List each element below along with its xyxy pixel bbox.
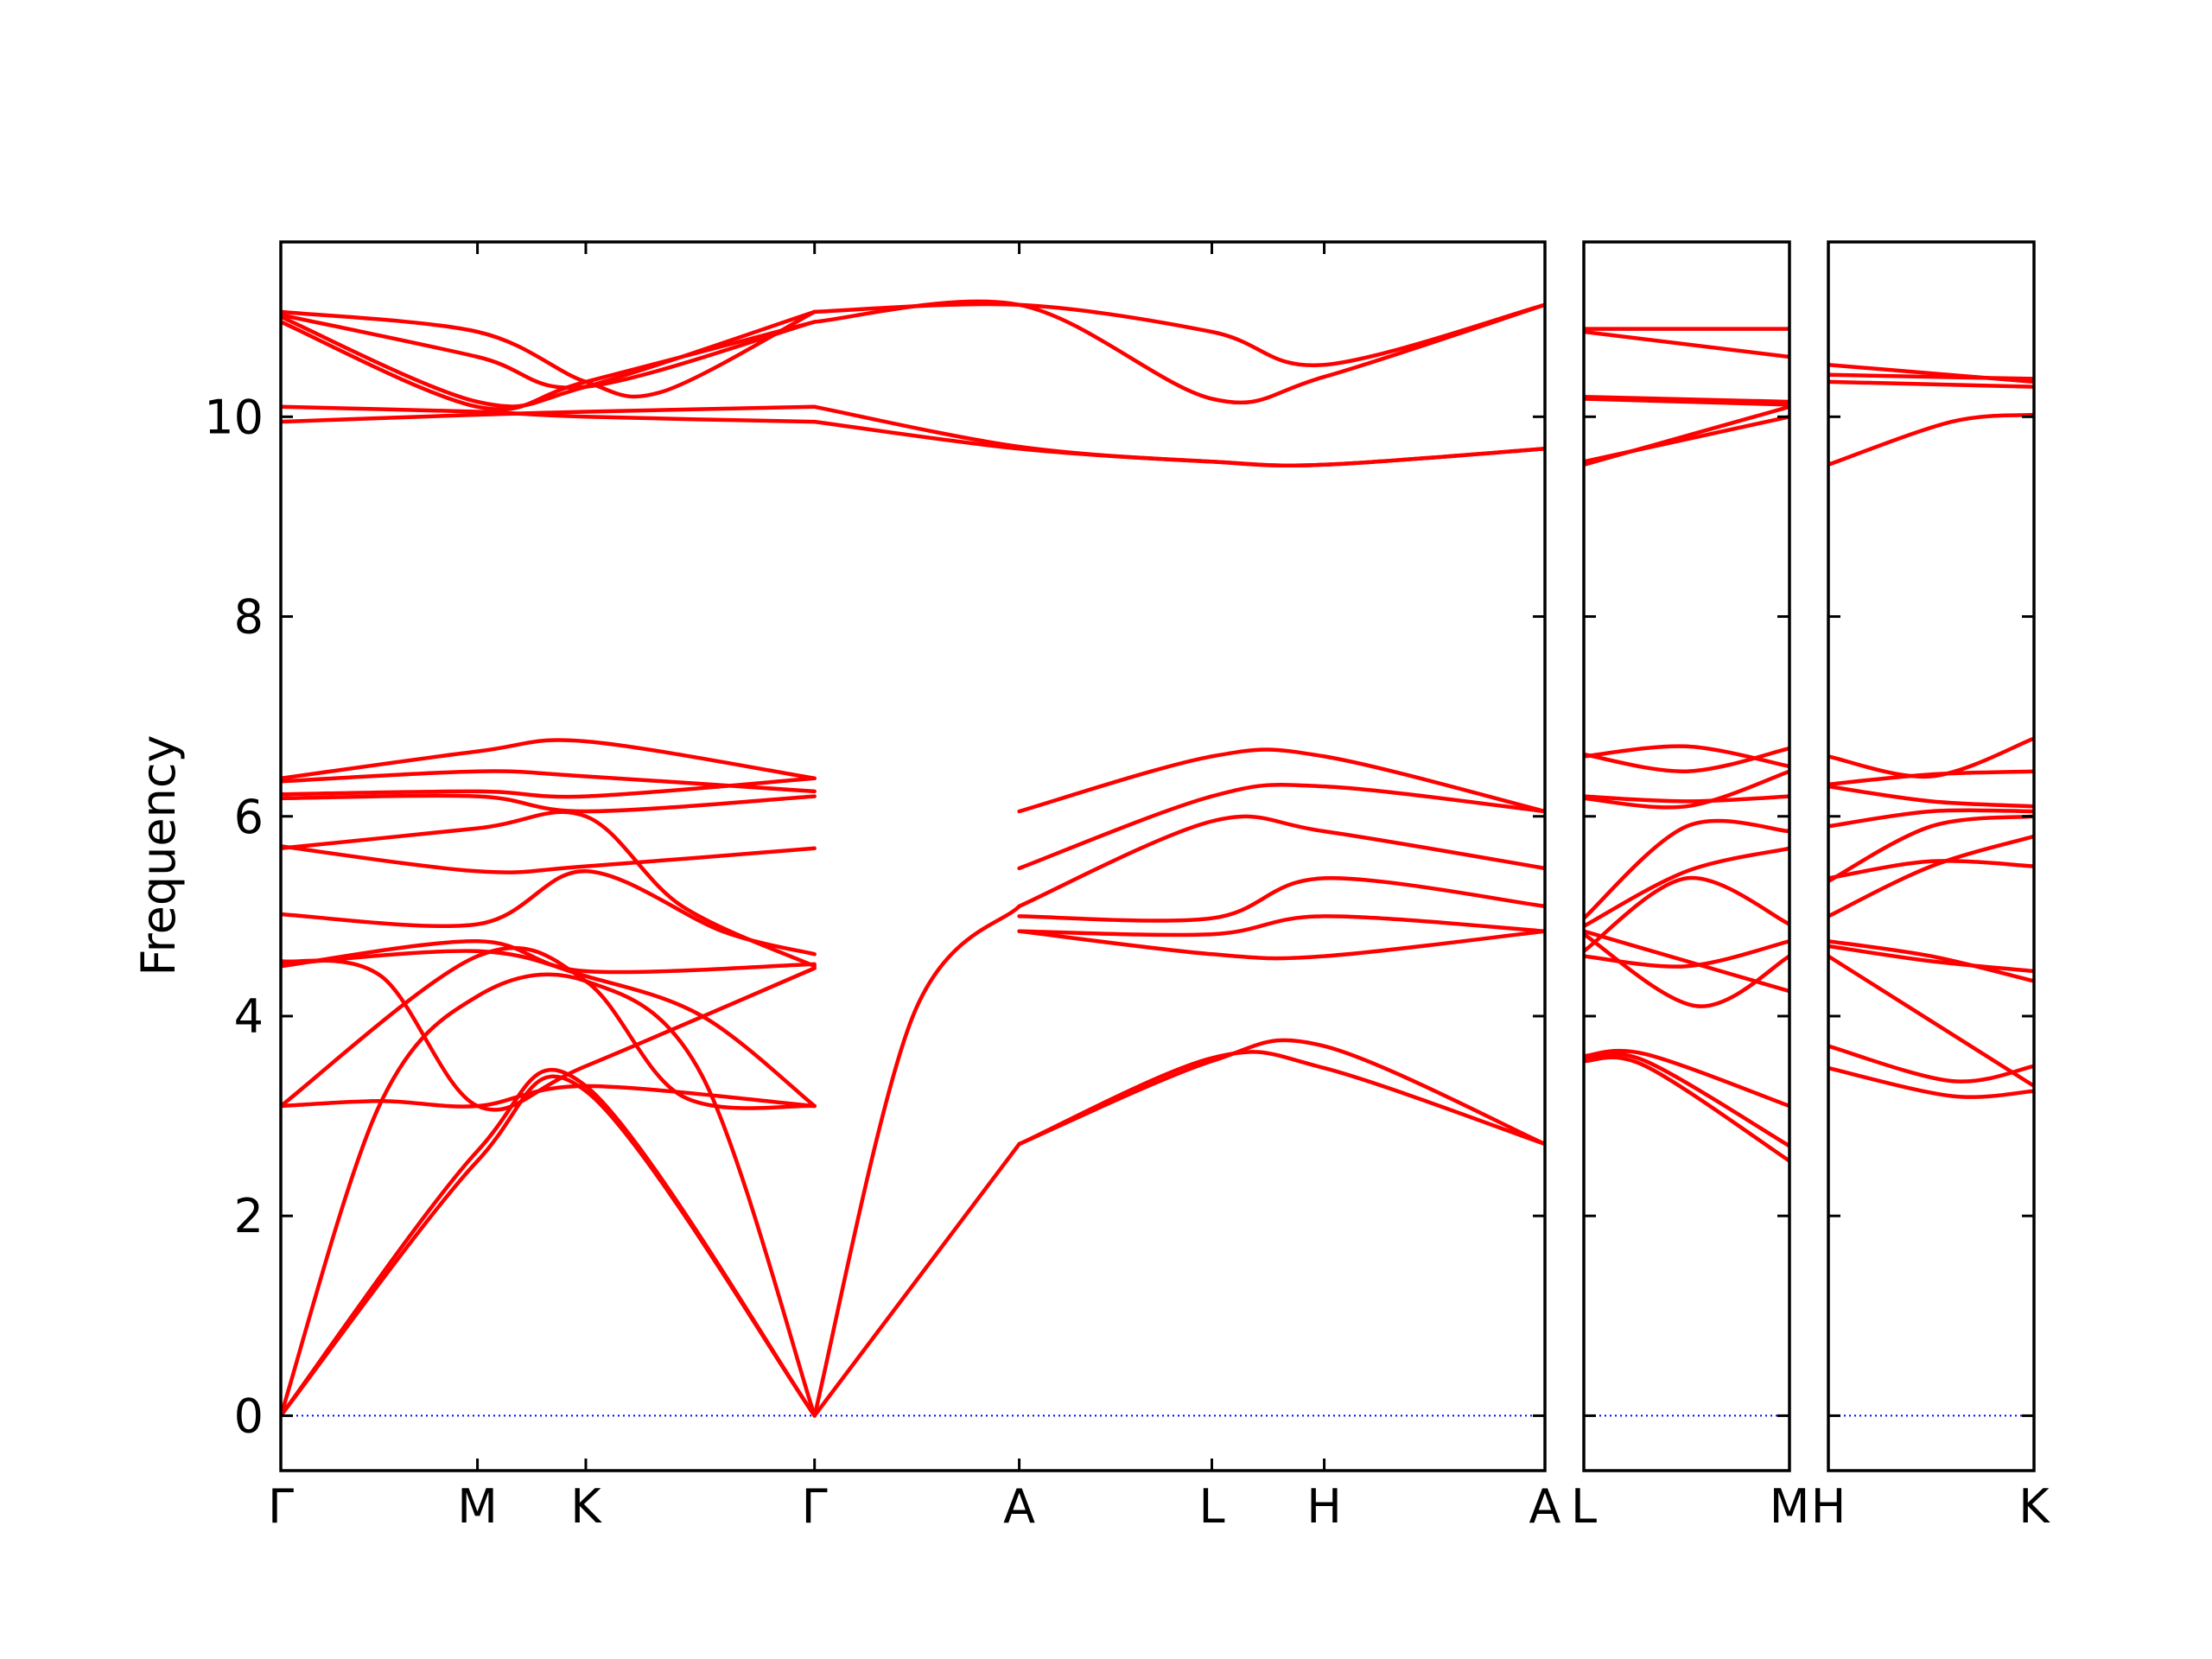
band-line-33: [812, 404, 1545, 468]
band-line-3: [281, 972, 817, 1418]
band-line-21: [281, 320, 817, 411]
band-line-27: [1017, 914, 1545, 938]
band-line-12: [281, 810, 817, 969]
y-tick-label: 4: [234, 989, 264, 1044]
x-tick-label: Γ: [802, 1479, 828, 1534]
y-tick-label: 8: [234, 590, 264, 645]
panel-frame: [1582, 240, 1791, 1472]
y-tick-label: 6: [234, 790, 264, 844]
band-line-12: [1584, 746, 1789, 773]
band-line-2: [1584, 1052, 1789, 1148]
band-line-11: [281, 869, 817, 957]
band-line-17: [281, 738, 817, 781]
band-line-12: [1828, 736, 2034, 779]
band-line-13: [1828, 412, 2034, 467]
band-line-4: [1584, 931, 1789, 1008]
band-line-3: [1828, 954, 2034, 1089]
band-line-13: [281, 844, 817, 874]
band-line-11: [1584, 769, 1789, 810]
band-line-9: [281, 949, 817, 1109]
band-line-7: [1828, 859, 2034, 880]
band-line-9: [1584, 846, 1789, 929]
band-line-24: [1017, 1038, 1545, 1147]
band-line-34: [812, 302, 1545, 368]
x-tick-label: H: [1811, 1479, 1847, 1534]
band-line-7: [1584, 875, 1789, 954]
band-line-5: [812, 904, 1021, 1418]
band-line-26: [1017, 929, 1545, 961]
panel-frame: [279, 240, 1547, 1472]
band-line-8: [1584, 818, 1789, 920]
x-tick-label: M: [1770, 1479, 1810, 1534]
band-line-18: [1584, 329, 1789, 359]
band-line-13: [1584, 744, 1789, 769]
x-tick-label: M: [457, 1479, 498, 1534]
band-line-8: [281, 939, 817, 975]
x-tick-label: L: [1571, 1479, 1597, 1534]
x-tick-label: L: [1198, 1479, 1224, 1534]
band-line-8: [1828, 814, 2034, 884]
band-line-16: [1584, 397, 1789, 407]
band-line-6: [1584, 939, 1789, 969]
x-tick-label: Γ: [268, 1479, 294, 1534]
band-line-30: [1017, 783, 1545, 871]
band-line-11: [1828, 769, 2034, 787]
band-line-19: [281, 404, 817, 424]
band-line-6: [1828, 834, 2034, 918]
band-line-23: [281, 313, 817, 390]
panel-frame: [1827, 240, 2036, 1472]
band-line-28: [1017, 876, 1545, 923]
x-tick-label: K: [2018, 1479, 2050, 1534]
y-axis-label: Frequency: [131, 735, 186, 976]
band-line-7: [281, 1084, 817, 1109]
band-line-4: [1828, 939, 2034, 983]
band-line-31: [1017, 747, 1545, 814]
x-tick-label: H: [1306, 1479, 1342, 1534]
band-lines: [281, 299, 1545, 1418]
band-line-3: [1584, 1048, 1789, 1109]
band-lines: [1584, 327, 1789, 1163]
band-line-1: [1828, 1065, 2034, 1099]
band-line-10: [281, 958, 817, 1112]
band-line-14: [1828, 379, 2034, 389]
band-line-35: [812, 299, 1545, 405]
band-line-17: [1584, 394, 1789, 404]
band-line-16: [281, 769, 817, 794]
band-line-29: [1017, 814, 1545, 909]
x-tick-label: K: [570, 1479, 602, 1534]
band-line-4: [812, 1141, 1021, 1418]
band-lines: [1828, 362, 2034, 1099]
band-line-5: [1584, 929, 1789, 994]
band-line-1: [281, 1074, 817, 1418]
band-line-2: [281, 1067, 817, 1418]
band-line-16: [1828, 362, 2034, 385]
band-line-15: [1584, 404, 1789, 467]
band-line-25: [1017, 1050, 1545, 1147]
band-line-10: [1828, 784, 2034, 809]
y-tick-label: 2: [234, 1189, 264, 1243]
band-line-9: [1828, 808, 2034, 829]
band-line-1: [1584, 1055, 1789, 1163]
x-tick-label: A: [1003, 1479, 1035, 1534]
x-tick-label: A: [1529, 1479, 1561, 1534]
band-line-10: [1584, 794, 1789, 804]
band-line-22: [281, 309, 817, 399]
band-line-5: [1828, 944, 2034, 974]
y-tick-label: 0: [234, 1389, 264, 1443]
y-tick-label: 10: [204, 390, 264, 444]
band-line-14: [281, 793, 817, 814]
